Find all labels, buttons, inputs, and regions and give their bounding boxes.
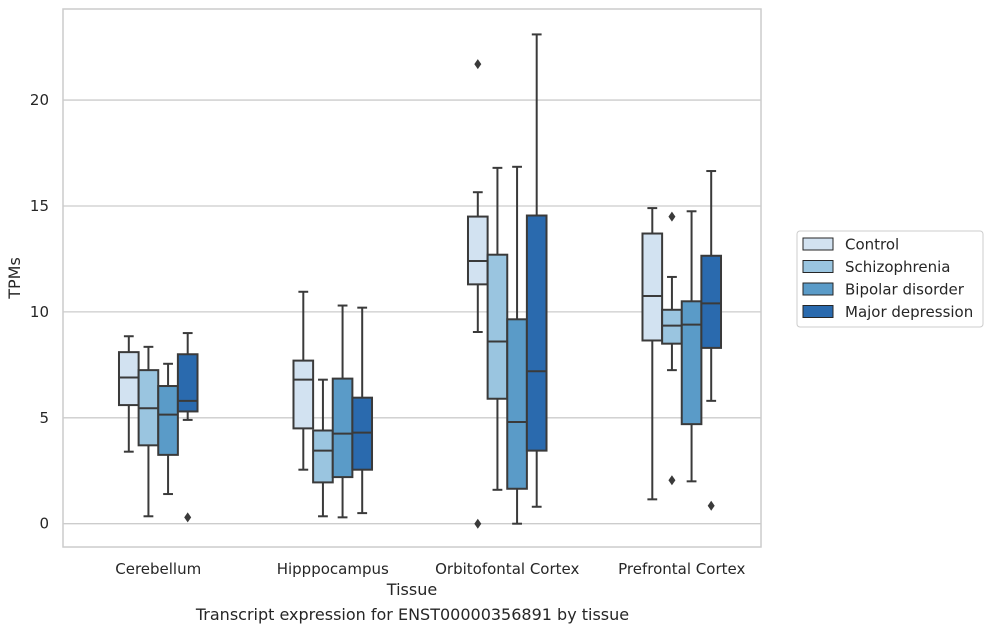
box: [680, 300, 703, 426]
outlier-point: [668, 475, 676, 486]
box: [331, 377, 354, 479]
legend: Control Schizophrenia Bipolar disorder Majo…: [796, 230, 984, 328]
legend-swatch: [802, 305, 834, 318]
y-axis-label: TPMs: [5, 257, 24, 300]
outlier-point: [474, 518, 482, 529]
box: [466, 215, 489, 286]
x-tick-label: Cerebellum: [115, 560, 201, 578]
legend-swatch: [802, 237, 834, 251]
y-tick-label: 20: [30, 91, 49, 109]
outlier-point: [668, 211, 676, 222]
y-tick-label: 0: [39, 515, 49, 533]
box: [292, 359, 315, 430]
outlier-point: [707, 500, 715, 511]
legend-label: Control: [845, 236, 899, 254]
box: [700, 254, 723, 349]
box: [351, 396, 374, 471]
y-tick-label: 5: [39, 409, 49, 427]
outlier-point: [184, 512, 192, 523]
legend-label: Major depression: [845, 303, 973, 321]
box: [525, 214, 548, 452]
x-tick-label: Hipppocampus: [277, 560, 389, 578]
box: [661, 308, 683, 345]
legend-label: Schizophrenia: [845, 258, 950, 276]
box: [486, 253, 509, 400]
x-tick-label: Prefrontal Cortex: [618, 560, 745, 578]
box-series: [117, 33, 723, 529]
x-axis-label: Tissue: [386, 580, 437, 599]
x-tick-label: Orbitofontal Cortex: [435, 560, 579, 578]
box: [641, 232, 664, 342]
x-tick-labels: Cerebellum Hipppocampus Orbitofontal Corte…: [115, 560, 745, 578]
gridlines: [63, 99, 761, 525]
box: [506, 318, 528, 490]
chart-caption: Transcript expression for ENST0000035689…: [195, 605, 630, 624]
box: [117, 351, 140, 407]
box: [176, 353, 199, 413]
legend-swatch: [802, 260, 834, 273]
y-tick-labels: 0 5 10 15 20: [30, 91, 49, 533]
y-tick-label: 15: [30, 197, 49, 215]
y-tick-label: 10: [30, 303, 49, 321]
legend-swatch: [802, 282, 834, 296]
box: [157, 385, 179, 456]
legend-frame: [796, 230, 984, 328]
outlier-point: [474, 59, 482, 70]
box: [312, 429, 334, 484]
legend-label: Bipolar disorder: [845, 281, 965, 299]
